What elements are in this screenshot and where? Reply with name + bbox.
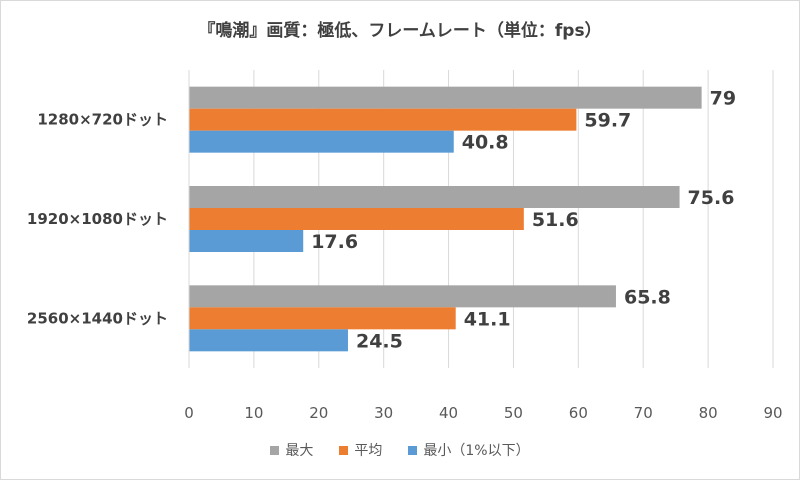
bar-1-0 [189, 186, 680, 208]
data-label-0-2: 40.8 [462, 132, 509, 154]
bar-1-1 [189, 208, 524, 230]
bar-0-1 [189, 108, 577, 131]
category-label-0: 1280×720ドット [37, 111, 168, 129]
category-label-1: 1920×1080ドット [27, 210, 168, 228]
data-label-2-2: 24.5 [356, 330, 403, 352]
bar-2-1 [189, 307, 456, 330]
legend: 最大 平均 最小（1%以下） [0, 440, 800, 460]
bar-0-2 [189, 130, 454, 153]
x-tick-label-4: 40 [439, 404, 458, 422]
legend-swatch-0 [270, 445, 280, 455]
x-tick-label-2: 20 [309, 404, 328, 422]
data-label-2-0: 65.8 [624, 286, 671, 308]
data-label-0-0: 79 [710, 88, 736, 110]
legend-label-0: 最大 [285, 443, 314, 459]
legend-swatch-2 [408, 445, 418, 455]
chart-title: 『鳴潮』画質：極低、フレームレート（単位：fps） [198, 21, 602, 41]
data-label-1-2: 17.6 [311, 231, 358, 253]
legend-label-1: 平均 [354, 443, 383, 459]
data-label-1-1: 51.6 [532, 209, 579, 231]
x-tick-label-1: 10 [244, 404, 263, 422]
x-tick-label-9: 90 [763, 404, 782, 422]
bar-1-2 [189, 230, 304, 252]
data-label-2-1: 41.1 [464, 308, 511, 330]
x-tick-label-5: 50 [504, 404, 523, 422]
x-tick-label-6: 60 [569, 404, 588, 422]
x-tick-label-0: 0 [184, 404, 194, 422]
data-label-0-1: 59.7 [584, 110, 631, 132]
bar-2-0 [189, 285, 616, 308]
legend-label-2: 最小（1%以下） [423, 443, 530, 459]
bar-2-2 [189, 329, 348, 352]
bar-0-0 [189, 86, 702, 109]
x-tick-label-3: 30 [374, 404, 393, 422]
legend-item-0: 最大 [270, 440, 313, 460]
x-tick-label-8: 80 [699, 404, 718, 422]
legend-item-2: 最小（1%以下） [408, 440, 530, 460]
data-label-1-0: 75.6 [688, 187, 735, 209]
x-tick-label-7: 70 [634, 404, 653, 422]
category-label-2: 2560×1440ドット [27, 309, 168, 327]
legend-item-1: 平均 [339, 440, 382, 460]
legend-swatch-1 [339, 445, 349, 455]
